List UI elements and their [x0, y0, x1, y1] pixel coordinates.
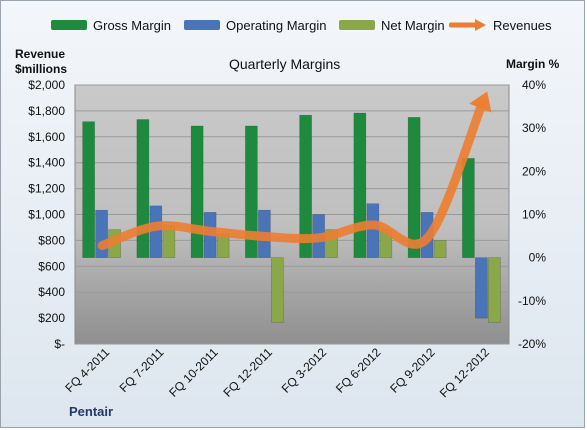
legend-swatch-net-margin [339, 20, 375, 30]
legend-item-operating-margin: Operating Margin [184, 16, 326, 34]
legend-swatch-gross-margin [51, 20, 87, 30]
category-label: FQ 7-2011 [117, 345, 167, 395]
category-label: FQ 4-2011 [62, 345, 112, 395]
left-tick-label: $1,400 [28, 156, 65, 170]
legend-swatch-operating-margin [184, 20, 220, 30]
left-axis-title-line1: Revenue [15, 47, 66, 61]
category-label: FQ 12-2012 [437, 345, 492, 400]
left-tick-label: $400 [38, 285, 65, 299]
bar-gross-margin [353, 112, 367, 258]
bar-gross-margin [245, 125, 258, 258]
legend-arrow-icon [449, 19, 486, 31]
legend-label-revenues: Revenues [493, 17, 552, 33]
right-axis-title: Margin % [506, 57, 560, 71]
category-label: FQ 6-2012 [333, 345, 384, 396]
right-tick-label: 30% [522, 121, 546, 135]
bar-net-margin [271, 257, 284, 323]
left-tick-label: $1,000 [28, 208, 65, 222]
category-label: FQ 9-2012 [387, 345, 438, 396]
revenue-arrowhead [469, 91, 492, 113]
right-tick-label: -10% [518, 294, 546, 308]
legend-item-revenues: Revenues [449, 16, 552, 34]
left-tick-label: $1,600 [28, 130, 65, 144]
bar-operating-margin [149, 205, 163, 258]
legend-label-net-margin: Net Margin [381, 17, 445, 33]
left-tick-label: $1,800 [28, 104, 65, 118]
right-tick-label: 40% [522, 78, 546, 92]
category-label: FQ 12-2011 [220, 345, 275, 400]
legend-label-operating-margin: Operating Margin [226, 17, 327, 33]
legend-label-gross-margin: Gross Margin [93, 17, 172, 33]
left-tick-label: $1,200 [28, 182, 65, 196]
left-tick-label: $- [54, 337, 65, 351]
legend-item-gross-margin: Gross Margin [51, 16, 171, 34]
brand-label: Pentair [69, 404, 114, 419]
left-axis-title: Revenue $millions [15, 47, 67, 77]
left-tick-label: $200 [38, 311, 65, 325]
bar-gross-margin [462, 158, 475, 258]
bar-operating-margin [366, 203, 380, 258]
right-tick-label: 0% [529, 251, 547, 265]
right-tick-label: 10% [522, 208, 546, 222]
right-tick-label: 20% [522, 164, 546, 178]
left-tick-label: $2,000 [28, 78, 65, 92]
bar-gross-margin [407, 117, 421, 258]
right-tick-label: -20% [518, 337, 546, 351]
bar-operating-margin [95, 209, 108, 258]
bar-net-margin [433, 240, 447, 258]
left-axis-title-line2: $millions [15, 62, 68, 76]
bar-gross-margin [82, 121, 95, 258]
left-tick-label: $600 [38, 259, 65, 273]
bar-gross-margin [136, 119, 150, 258]
category-label: FQ 10-2011 [166, 345, 221, 400]
revenue-line [97, 99, 487, 251]
left-tick-label: $800 [38, 233, 65, 247]
bar-net-margin [488, 257, 501, 323]
bar-operating-margin [475, 257, 488, 319]
chart-title: Quarterly Margins [229, 56, 341, 72]
bar-gross-margin [299, 114, 312, 258]
bar-gross-margin [190, 125, 204, 258]
legend-item-net-margin: Net Margin [339, 16, 445, 34]
category-label: FQ 3-2012 [279, 345, 330, 396]
